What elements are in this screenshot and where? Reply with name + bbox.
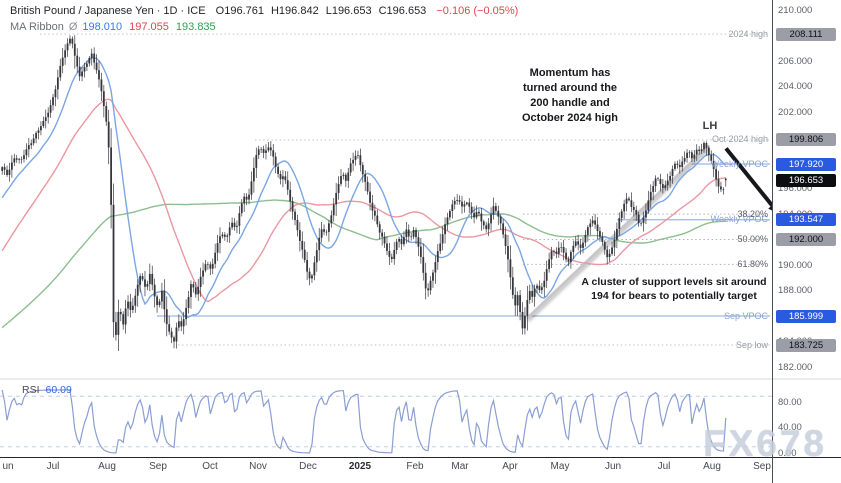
symbol-header: British Pound / Japanese Yen · 1D · ICE O1…: [10, 5, 519, 17]
level-label: 38.20%: [737, 208, 768, 219]
price-tick-label: 196.000: [778, 183, 813, 194]
time-axis-label: Sep: [149, 461, 167, 472]
ohlc-l: L196.653: [325, 5, 372, 17]
ohlc-o: O196.761: [215, 5, 264, 17]
change-value: −0.106 (−0.05%): [436, 5, 519, 17]
watermark: FX678: [703, 423, 828, 464]
rsi-value: 60.09: [45, 384, 72, 396]
price-badge: 185.999: [776, 309, 836, 323]
ma-ribbon-value: 197.055: [129, 21, 169, 33]
level-label: Oct 2024 high: [711, 134, 768, 145]
price-badge: 199.806: [776, 133, 836, 147]
price-badge: 197.920: [776, 157, 836, 171]
time-axis-label: un: [2, 461, 14, 472]
price-tick-label: 210.000: [778, 4, 813, 16]
level-label: Sep VPOC: [723, 310, 768, 321]
rsi-tick-label: 80.00: [778, 397, 802, 409]
time-axis-label: Aug: [98, 461, 116, 472]
ma-ribbon-value: 198.010: [82, 21, 123, 33]
time-axis-label: Jul: [46, 461, 60, 472]
time-axis-label: Dec: [299, 461, 317, 472]
time-axis-label: May: [550, 461, 570, 472]
level-label: Weekly VPOC: [710, 214, 768, 225]
level-label: Weekly VPOC: [710, 158, 768, 169]
ohlc-values: O196.761 H196.842 L196.653 C196.653: [209, 5, 427, 17]
rsi-tick-label: 0.00: [778, 447, 797, 459]
time-axis-label: Oct: [202, 461, 218, 472]
price-badge: 208.111: [776, 27, 836, 41]
price-badge: 193.547: [776, 213, 836, 227]
ohlc-h: H196.842: [270, 5, 319, 17]
timeframe-exchange[interactable]: 1D · ICE: [163, 5, 206, 17]
time-axis-label: Mar: [451, 461, 469, 472]
rsi-tick-label: 40.00: [778, 422, 802, 434]
ma-ribbon-symbol: Ø: [68, 21, 78, 33]
ma-ribbon-value: 193.835: [175, 21, 216, 33]
level-label: 50.00%: [737, 234, 768, 244]
ohlc-c: C196.653: [378, 5, 427, 17]
lower-high-label[interactable]: LH: [702, 120, 718, 132]
time-axis-label: Jul: [657, 461, 671, 472]
time-axis-label: Apr: [502, 461, 518, 472]
level-label: 2024 high: [728, 28, 768, 39]
ma-ribbon-header[interactable]: MA Ribbon Ø 198.010 197.055 193.835: [10, 21, 223, 33]
price-tick-label: 188.000: [778, 285, 813, 296]
price-tick-label: 182.000: [778, 361, 813, 373]
time-axis-label: Jun: [604, 461, 622, 472]
price-tick-label: 202.000: [778, 106, 813, 118]
time-axis-label: 2025: [348, 461, 372, 472]
time-axis-label: Nov: [249, 461, 267, 472]
annotation-support[interactable]: A cluster of support levels sit around 1…: [581, 276, 767, 302]
rsi-indicator-label[interactable]: RSI 60.09: [22, 384, 72, 396]
symbol-title[interactable]: British Pound / Japanese Yen: [10, 5, 154, 17]
price-tick-label: 206.000: [778, 55, 813, 67]
time-axis-label: Aug: [703, 461, 721, 472]
price-badge: 192.000: [776, 233, 836, 246]
time-axis-label: Sep: [753, 461, 771, 472]
price-tick-label: 190.000: [778, 259, 813, 271]
time-axis-label: Feb: [406, 461, 424, 472]
price-tick-label: 204.000: [778, 81, 813, 92]
price-badge: 183.725: [776, 338, 836, 352]
ma-ribbon-values: 198.010 197.055 193.835: [82, 21, 222, 33]
annotation-momentum[interactable]: Momentum has turned around the 200 handl…: [522, 67, 618, 124]
level-label: Sep low: [735, 339, 768, 350]
price-badge: 196.653: [776, 173, 836, 187]
level-label: 61.80%: [737, 258, 768, 269]
ma-ribbon-label: MA Ribbon: [10, 21, 64, 33]
